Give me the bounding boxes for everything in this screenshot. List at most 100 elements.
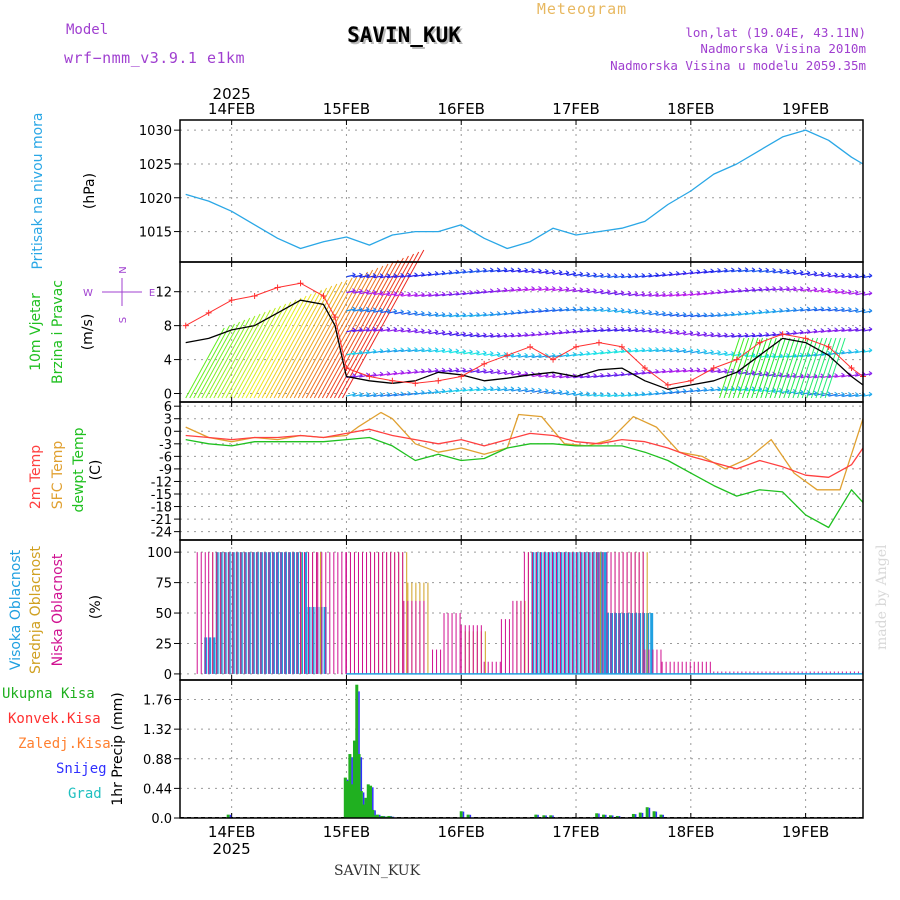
cloud-high-bar xyxy=(304,552,308,674)
wind-arrow xyxy=(821,329,831,333)
wind-arrow-head xyxy=(448,312,453,318)
wind-arrow-head xyxy=(400,347,404,353)
wind-arrow xyxy=(435,369,446,373)
wind-arrow-head xyxy=(510,386,515,392)
wind-arrow-head xyxy=(483,332,487,338)
wind-arrow xyxy=(559,272,570,276)
wind-arrow xyxy=(849,291,859,295)
wind-arrow xyxy=(546,390,556,394)
wind-gust-marker xyxy=(825,343,832,350)
wind-arrow xyxy=(435,313,446,317)
wind-arrow xyxy=(317,261,394,399)
wind-arrow-head xyxy=(421,291,425,297)
wind-arrow xyxy=(525,354,535,359)
wind-arrow xyxy=(497,334,508,338)
wind-arrow xyxy=(353,328,363,333)
clouds-panel: 0 25 50 75 100 xyxy=(147,540,863,683)
wind-arrow xyxy=(807,353,818,357)
wind-arrow xyxy=(449,292,459,296)
wind-gust-marker xyxy=(458,373,465,380)
wind-arrow xyxy=(656,348,666,353)
wind-arrow xyxy=(484,352,494,357)
precip-frame xyxy=(179,679,864,819)
wind-gust-marker xyxy=(802,335,809,342)
wind-arrow xyxy=(366,275,377,279)
wind-arrow-head xyxy=(648,309,652,315)
wind-arrow-head xyxy=(737,332,742,338)
wind-arrow xyxy=(704,388,714,392)
wind-arrow xyxy=(780,390,790,394)
wind-gust-marker xyxy=(618,343,625,350)
wind-arrow xyxy=(366,328,377,332)
wind-arrow-head xyxy=(703,312,707,318)
wind-arrow xyxy=(814,308,824,312)
precip-total-bar xyxy=(595,813,599,818)
wind-arrow xyxy=(552,374,563,379)
wind-arrow-head xyxy=(744,267,749,273)
wind-arrow xyxy=(587,374,597,379)
wind-arrow xyxy=(635,311,645,315)
wind-arrow-head xyxy=(662,347,666,352)
wind-arrow-head xyxy=(758,267,763,273)
y-tick-label: 0.0 xyxy=(151,812,172,827)
wind-arrow-head xyxy=(682,329,687,335)
wind-arrow-head xyxy=(441,311,446,317)
wind-arrow xyxy=(690,314,700,318)
wind-arrow xyxy=(642,348,652,353)
wind-arrow-head xyxy=(372,392,377,397)
wind-arrow xyxy=(580,308,590,312)
precip-snow-bar xyxy=(372,787,374,818)
wind-arrow xyxy=(566,308,576,312)
wind-arrow xyxy=(490,370,501,375)
wind-arrow xyxy=(477,370,487,374)
wind-arrow-head xyxy=(400,291,404,297)
precip-total-bar xyxy=(638,812,642,818)
wind-arrow-head xyxy=(868,347,873,353)
wind-arrow xyxy=(490,353,501,357)
wind-arrow xyxy=(408,370,418,375)
wind-arrow xyxy=(725,334,735,338)
wind-arrow xyxy=(401,329,411,333)
wind-arrow-head xyxy=(427,291,432,297)
wind-arrow xyxy=(387,393,397,397)
wind-arrow-head xyxy=(724,332,728,338)
wind-arrow-head xyxy=(586,373,590,379)
wind-arrow xyxy=(470,351,480,355)
wind-arrow xyxy=(532,309,542,314)
wind-arrow xyxy=(442,271,452,275)
wind-arrow xyxy=(422,293,432,297)
wind-arrow xyxy=(807,308,818,312)
wind-arrow xyxy=(821,289,831,293)
wind-arrow xyxy=(676,349,687,353)
wind-arrow-head xyxy=(600,391,604,397)
wind-arrow-head xyxy=(854,392,859,397)
wind-arrow xyxy=(470,334,480,338)
wind-arrow xyxy=(484,387,494,392)
wind-arrow xyxy=(752,334,762,338)
wind-arrow-head xyxy=(765,371,769,377)
wind-arrow xyxy=(835,290,845,294)
wind-arrow xyxy=(353,351,363,355)
wind-arrow xyxy=(360,274,370,278)
wind-arrow xyxy=(601,374,611,378)
wind-arrow xyxy=(490,312,501,317)
precip-snow-bar xyxy=(545,815,547,818)
wind-arrow-head xyxy=(668,291,673,297)
wind-arrow-head xyxy=(469,331,473,337)
wind-arrow-head xyxy=(414,347,418,352)
footer-station: SAVIN_KUK xyxy=(334,863,421,879)
wind-arrow xyxy=(346,393,356,397)
wind-arrow xyxy=(456,388,466,393)
wind-arrow-head xyxy=(868,308,873,314)
wind-arrow-head xyxy=(572,286,577,292)
wind-arrow xyxy=(594,328,604,333)
wind-arrow xyxy=(401,392,411,396)
wind-arrow xyxy=(670,369,680,373)
wind-arrow-head xyxy=(476,367,480,373)
wind-arrow xyxy=(511,354,521,358)
date-label-bottom: 15FEB xyxy=(323,823,370,841)
precip-total-bar xyxy=(348,754,352,818)
y-tick-label: 6 xyxy=(164,400,172,415)
wind-arrow xyxy=(614,292,625,296)
